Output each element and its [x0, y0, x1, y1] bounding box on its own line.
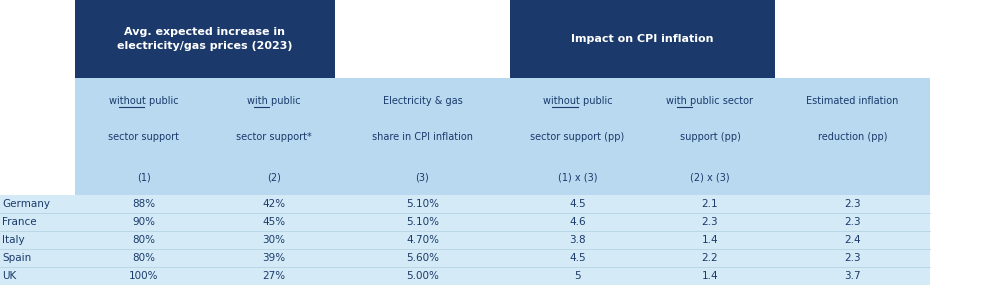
Bar: [213, 78, 335, 160]
Bar: [510, 78, 645, 160]
Bar: [335, 195, 510, 285]
Text: share in CPI inflation: share in CPI inflation: [372, 132, 473, 142]
Text: 80%: 80%: [133, 253, 155, 263]
Text: Spain: Spain: [2, 253, 31, 263]
Text: 5.10%: 5.10%: [406, 199, 439, 209]
Bar: [775, 78, 930, 160]
Text: (1): (1): [137, 172, 151, 182]
Text: 90%: 90%: [133, 217, 155, 227]
Bar: [75, 160, 213, 195]
Text: 88%: 88%: [133, 199, 155, 209]
Text: 5.10%: 5.10%: [406, 217, 439, 227]
Text: France: France: [2, 217, 36, 227]
Text: 4.70%: 4.70%: [406, 235, 439, 245]
Text: sector support: sector support: [109, 132, 179, 142]
Bar: [645, 78, 775, 160]
Text: 45%: 45%: [263, 217, 286, 227]
Bar: [775, 160, 930, 195]
Text: Electricity & gas: Electricity & gas: [383, 96, 462, 106]
Text: (2): (2): [267, 172, 281, 182]
Text: UK: UK: [2, 271, 16, 281]
Bar: [75, 195, 213, 285]
Text: 2.1: 2.1: [702, 199, 718, 209]
Text: Avg. expected increase in
electricity/gas prices (2023): Avg. expected increase in electricity/ga…: [117, 27, 293, 51]
Text: 30%: 30%: [263, 235, 286, 245]
Bar: [75, 78, 213, 160]
Text: 80%: 80%: [133, 235, 155, 245]
Text: 1.4: 1.4: [702, 235, 718, 245]
Text: 2.3: 2.3: [702, 217, 718, 227]
Text: 100%: 100%: [129, 271, 159, 281]
Text: 2.3: 2.3: [844, 217, 861, 227]
Text: support (pp): support (pp): [680, 132, 740, 142]
Text: 3.7: 3.7: [844, 271, 861, 281]
Text: Italy: Italy: [2, 235, 24, 245]
Text: 1.4: 1.4: [702, 271, 718, 281]
Text: 4.5: 4.5: [569, 253, 586, 263]
Text: 4.5: 4.5: [569, 199, 586, 209]
Text: 27%: 27%: [263, 271, 286, 281]
Bar: [0, 195, 75, 285]
Text: (3): (3): [416, 172, 429, 182]
Bar: [645, 195, 775, 285]
Text: 4.6: 4.6: [569, 217, 586, 227]
Text: reduction (pp): reduction (pp): [818, 132, 887, 142]
Text: 42%: 42%: [263, 199, 286, 209]
Text: (2) x (3): (2) x (3): [690, 172, 730, 182]
Text: 39%: 39%: [263, 253, 286, 263]
Text: Impact on CPI inflation: Impact on CPI inflation: [571, 34, 714, 44]
Text: sector support*: sector support*: [236, 132, 312, 142]
Text: 2.3: 2.3: [844, 253, 861, 263]
Text: 5.60%: 5.60%: [406, 253, 439, 263]
Text: Germany: Germany: [2, 199, 50, 209]
Text: with public: with public: [247, 96, 301, 106]
Bar: [335, 160, 510, 195]
Bar: [510, 0, 775, 78]
Bar: [335, 78, 510, 160]
Text: sector support (pp): sector support (pp): [531, 132, 624, 142]
Text: without public: without public: [109, 96, 179, 106]
Bar: [510, 195, 645, 285]
Text: 2.2: 2.2: [702, 253, 718, 263]
Text: 5: 5: [574, 271, 581, 281]
Text: 5.00%: 5.00%: [406, 271, 439, 281]
Text: 2.3: 2.3: [844, 199, 861, 209]
Bar: [213, 160, 335, 195]
Bar: [213, 195, 335, 285]
Text: without public: without public: [543, 96, 612, 106]
Bar: [775, 195, 930, 285]
Bar: [645, 160, 775, 195]
Text: with public sector: with public sector: [667, 96, 753, 106]
Text: Estimated inflation: Estimated inflation: [807, 96, 898, 106]
Text: 3.8: 3.8: [569, 235, 586, 245]
Bar: [510, 160, 645, 195]
Text: (1) x (3): (1) x (3): [558, 172, 597, 182]
Bar: [75, 0, 335, 78]
Text: 2.4: 2.4: [844, 235, 861, 245]
